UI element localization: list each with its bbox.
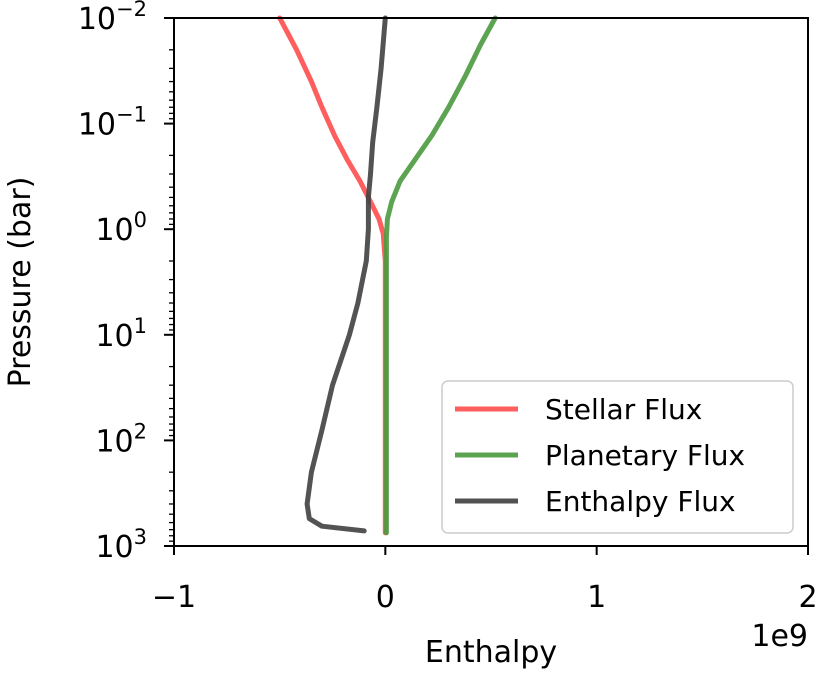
legend-label-1: Stellar Flux <box>545 393 702 426</box>
x-offset-label: 1e9 <box>751 619 808 654</box>
x-tick-label: 1 <box>587 580 606 615</box>
legend: Stellar Flux Planetary Flux Enthalpy Flux <box>441 380 794 534</box>
y-tick-label: 10−1 <box>78 103 147 143</box>
y-tick-label: 10−2 <box>78 0 147 37</box>
y-tick-label: 103 <box>95 525 147 565</box>
x-tick-label: 0 <box>376 580 395 615</box>
y-tick-label: 100 <box>95 208 147 248</box>
x-tick-label: 2 <box>798 580 817 615</box>
x-axis-label: Enthalpy <box>425 635 557 670</box>
plot-frame <box>173 17 809 547</box>
y-axis-label: Pressure (bar) <box>3 177 38 388</box>
series-line-1 <box>277 15 388 536</box>
x-tick-label: −1 <box>152 580 196 615</box>
legend-box <box>441 380 794 534</box>
y-tick-label: 102 <box>95 419 147 459</box>
y-tick-label: 101 <box>95 314 147 354</box>
series-line-2 <box>383 15 498 536</box>
series-line-3 <box>304 15 388 534</box>
series-layer <box>277 15 498 536</box>
legend-label-3: Enthalpy Flux <box>545 485 736 518</box>
legend-label-2: Planetary Flux <box>545 439 745 472</box>
ticks-layer: −1 0 1 2 10−2 10−1 100 101 102 103 <box>78 0 818 615</box>
